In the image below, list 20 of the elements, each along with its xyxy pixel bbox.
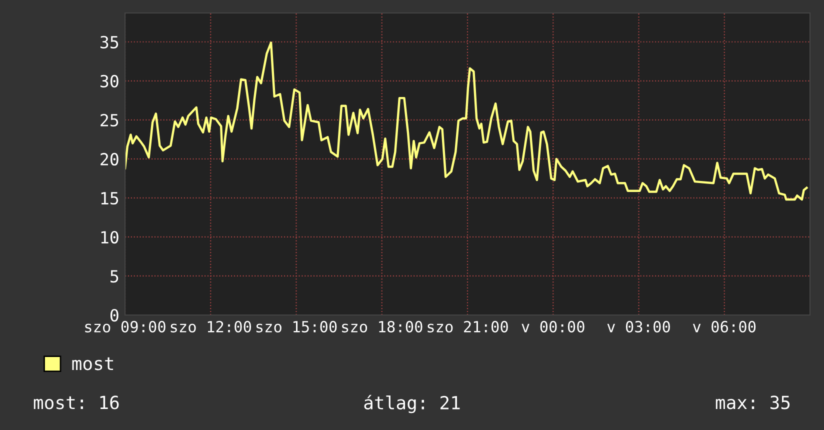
x-tick-label: szo 15:00 — [256, 320, 337, 332]
x-tick-label: v 03:00 — [607, 320, 670, 332]
x-tick-label: v 06:00 — [692, 320, 756, 332]
x-tick-label: szo 21:00 — [428, 320, 508, 332]
y-tick-label: 30 — [100, 74, 118, 88]
y-tick-label: 35 — [100, 36, 118, 48]
text: max: 35 — [716, 396, 790, 410]
y-tick-label: 20 — [100, 152, 118, 166]
y-tick-label: 0 — [110, 309, 118, 322]
x-tick-label: v 00:00 — [522, 320, 584, 332]
y-tick-label: 5 — [110, 270, 118, 283]
x-tick-label: szo 12:00 — [170, 320, 252, 332]
text: átlag: 21 — [364, 394, 460, 414]
text: most: 16 — [34, 396, 119, 410]
y-tick-label: 25 — [100, 114, 118, 127]
legend-label: most — [72, 357, 114, 370]
x-tick-label: szo 09:00 — [85, 320, 166, 332]
y-tick-label: 10 — [101, 230, 118, 244]
y-tick-label: 15 — [101, 192, 118, 205]
x-tick-label: szo 18:00 — [342, 320, 422, 332]
